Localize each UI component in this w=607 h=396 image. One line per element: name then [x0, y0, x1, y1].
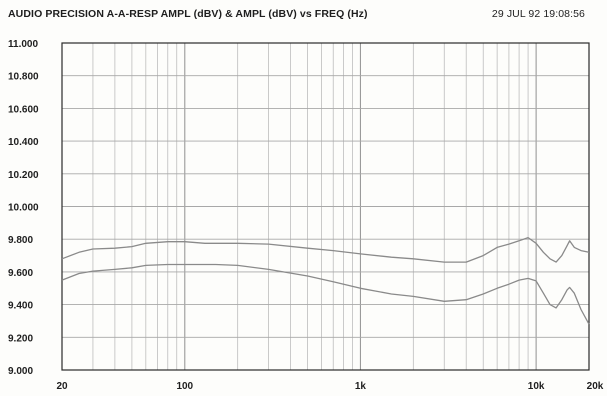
x-tick-label: 1k [355, 381, 367, 392]
y-tick-label: 10.200 [8, 170, 39, 181]
series-line-1 [61, 236, 590, 263]
y-tick-label: 9.000 [8, 366, 33, 377]
y-tick-label: 9.800 [8, 235, 33, 246]
plot-frame [61, 42, 590, 371]
x-tick-label: 20 [56, 381, 68, 392]
y-tick-label: 10.800 [8, 72, 39, 83]
x-tick-label: 10k [528, 381, 545, 392]
series-layer [61, 236, 590, 325]
y-tick-label: 9.600 [8, 268, 33, 279]
y-tick-label: 9.200 [8, 333, 33, 344]
y-axis-tick-labels: 11.000 10.800 10.600 10.400 10.200 10.000 9.80… [8, 39, 39, 377]
y-tick-label: 10.400 [8, 137, 39, 148]
x-tick-label: 20k [587, 381, 604, 392]
x-axis-tick-labels: 20 100 1k 10k 20k [56, 381, 603, 392]
y-tick-label: 9.400 [8, 301, 33, 312]
chart-title: AUDIO PRECISION A-A-RESP AMPL (dBV) & AM… [8, 8, 368, 20]
y-tick-label: 10.600 [8, 104, 39, 115]
y-tick-label: 10.000 [8, 203, 39, 214]
y-tick-label: 11.000 [8, 39, 38, 50]
grid-major-lines [62, 42, 589, 371]
chart-timestamp: 29 JUL 92 19:08:56 [491, 8, 585, 20]
series-line-2 [61, 263, 590, 325]
x-tick-label: 100 [176, 381, 193, 392]
